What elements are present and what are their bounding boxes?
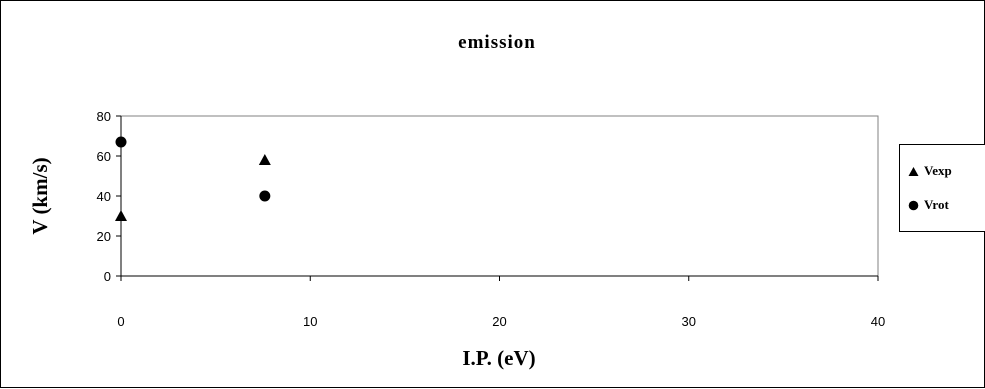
point-vexp [258, 154, 271, 165]
x-tick-label: 20 [492, 314, 506, 329]
y-tick-label: 20 [97, 229, 111, 244]
x-axis-label: I.P. (eV) [462, 346, 535, 370]
x-tick-label: 30 [682, 314, 696, 329]
x-axis-ticks: 0 10 20 30 40 [117, 276, 885, 329]
x-tick-label: 40 [871, 314, 885, 329]
point-vrot [115, 136, 127, 148]
circle-marker-icon [908, 200, 919, 210]
data-points [115, 136, 271, 221]
legend: Vexp Vrot [899, 144, 985, 232]
legend-label-vrot: Vrot [924, 197, 949, 212]
triangle-marker-icon [908, 166, 919, 176]
point-vexp [115, 210, 127, 221]
legend-label-vexp: Vexp [924, 163, 952, 178]
y-axis-ticks: 0 20 40 60 80 [97, 109, 121, 284]
chart-title: emission [458, 32, 536, 53]
legend-item-vexp: Vexp [908, 163, 952, 179]
y-tick-label: 0 [104, 269, 111, 284]
y-tick-label: 60 [97, 149, 111, 164]
point-vrot [259, 190, 271, 202]
x-tick-label: 10 [303, 314, 317, 329]
y-axis-label: V (km/s) [28, 157, 52, 234]
plot-area [120, 115, 879, 277]
x-tick-label: 0 [117, 314, 124, 329]
legend-item-vrot: Vrot [908, 197, 949, 213]
y-tick-label: 80 [97, 109, 111, 124]
y-tick-label: 40 [97, 189, 111, 204]
